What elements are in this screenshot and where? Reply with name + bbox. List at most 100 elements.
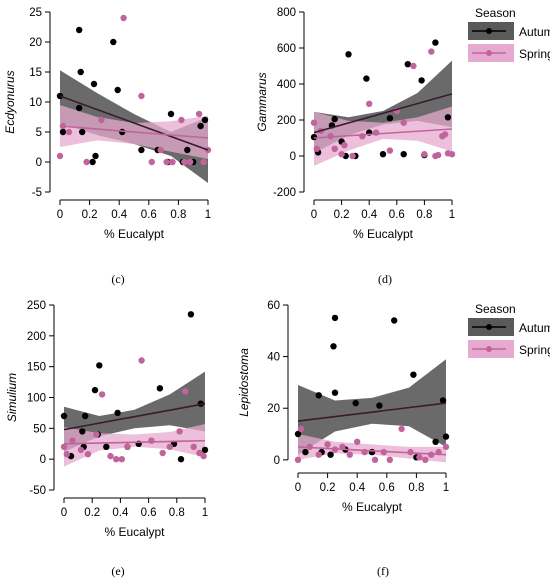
x-tick-label: 1 [205,209,211,221]
data-point-autumn [331,115,338,123]
y-tick-label: 20 [29,37,42,49]
data-point-autumn [310,133,318,141]
data-point-spring [371,456,379,463]
data-point-spring [98,116,105,124]
data-point-spring [338,151,345,158]
data-point-autumn [177,456,185,463]
y-tick-label: 400 [277,79,296,91]
data-point-autumn [363,75,370,82]
data-point-autumn [294,430,302,438]
caption-c: (c) [111,272,124,286]
y-tick-label: 10 [29,97,42,109]
data-point-spring [442,443,450,451]
y-tick-label: 100 [27,393,46,405]
x-tick-label: 0.6 [141,209,157,221]
caption-f: (f) [377,564,389,578]
y-tick-label: 20 [267,403,280,415]
x-tick-label: 0.8 [416,209,432,221]
y-tick-label: -5 [32,187,42,199]
data-point-spring [163,158,170,166]
x-tick-label: 0.8 [169,507,185,519]
data-point-spring [435,151,442,159]
legend-title: Season [475,6,516,20]
x-tick-label: 0 [295,482,301,494]
data-point-autumn [432,39,439,46]
legend-spring-label-2: Spring [519,343,550,357]
y-tick-label: 200 [277,115,296,127]
data-point-spring [346,451,353,458]
data-point-spring [297,425,305,433]
x-tick-label: 0.4 [111,209,128,221]
data-point-spring [410,62,417,70]
y-tick-label: 5 [36,127,42,139]
y-tick-label: 50 [33,423,46,435]
data-point-spring [124,443,131,450]
data-point-spring [118,456,126,463]
fit-line-spring [297,446,447,456]
x-tick-label: 0 [311,209,317,221]
data-point-spring [157,146,164,154]
data-point-autumn [156,385,164,392]
data-point-spring [69,437,76,444]
x-tick-label: 0.6 [141,507,157,519]
data-point-spring [294,456,302,463]
y-tick-label: 250 [27,300,46,312]
data-point-autumn [352,399,359,407]
x-axis-title: % Eucalypt [342,500,403,514]
y-tick-label: 150 [27,362,46,374]
y-tick-label: 60 [267,300,280,312]
data-point-autumn [331,314,339,322]
data-point-autumn [76,104,83,112]
y-tick-label: 800 [277,7,296,19]
fit-line-spring [313,128,453,139]
data-point-spring [107,452,114,460]
data-point-autumn [330,343,337,350]
legend-autumn-point-2 [486,324,492,330]
data-point-autumn [114,409,121,417]
data-point-spring [331,145,338,152]
data-point-autumn [386,115,394,122]
x-tick-label: 0.6 [379,482,395,494]
legend-spring-point-2 [486,346,492,352]
fit-line-spring [59,125,209,139]
data-point-spring [138,92,145,100]
y-tick-label: 0 [290,151,296,163]
data-point-spring [169,158,176,166]
data-point-autumn [439,397,447,404]
x-tick-label: 0 [57,209,63,221]
data-point-autumn [79,428,86,435]
data-point-spring [178,116,185,124]
data-point-autumn [138,146,145,154]
legend-bottom: Season Autumn Spring [468,302,550,358]
y-axis-title: Ecdyonurus [3,70,17,133]
data-point-spring [181,158,188,166]
data-point-autumn [89,158,96,166]
data-point-autumn [379,151,387,158]
x-tick-label: 0.6 [389,209,405,221]
data-point-autumn [82,412,89,420]
data-point-spring [448,151,456,158]
y-tick-label: 0 [274,455,280,467]
data-point-autumn [60,412,68,420]
data-point-autumn [432,438,439,445]
data-point-autumn [201,116,209,124]
data-point-autumn [103,443,110,450]
data-point-spring [83,158,90,166]
data-point-autumn [404,60,411,68]
data-point-spring [324,441,331,448]
data-point-autumn [302,448,309,456]
y-axis-title: Lepidostoma [237,348,251,417]
data-point-autumn [77,68,84,76]
y-tick-label: 40 [267,352,280,364]
data-point-autumn [410,371,417,378]
data-point-spring [195,110,203,118]
legend-spring-label: Spring [519,47,550,61]
x-tick-label: 0.2 [84,507,100,519]
data-point-spring [138,357,145,364]
data-point-spring [341,142,348,149]
data-point-autumn [59,128,67,136]
data-point-spring [422,456,429,463]
legend-top: Season Autumn Spring [468,6,550,62]
fit-line-autumn [63,402,206,431]
